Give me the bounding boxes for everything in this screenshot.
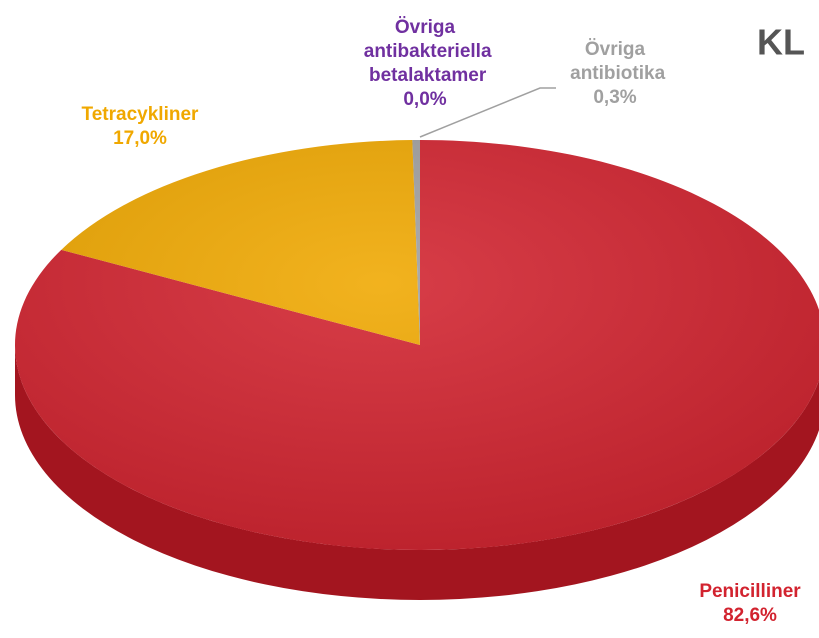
value-label: 0,3%: [593, 87, 636, 108]
leader-line: [419, 87, 556, 138]
label-line: antibiotika: [565, 63, 666, 84]
label-line: Övriga: [585, 39, 646, 60]
label-line: betalaktamer: [364, 65, 487, 86]
slice-label: Övriga antibiotika: [565, 39, 666, 84]
slice-label: Tetracykliner: [82, 104, 199, 125]
value-label: 82,6%: [723, 605, 777, 626]
label-line: Penicilliner: [699, 581, 801, 602]
label-line: Övriga: [395, 17, 456, 38]
chart-title: KL: [757, 22, 805, 63]
slice-label: Övriga antibakteriella betalaktamer: [358, 17, 491, 86]
label-line: antibakteriella: [358, 41, 491, 62]
slice-label: Penicilliner: [699, 581, 801, 602]
label-line: Tetracykliner: [82, 104, 199, 125]
pie: [15, 140, 819, 550]
value-label: 17,0%: [113, 128, 167, 149]
value-label: 0,0%: [403, 89, 446, 110]
